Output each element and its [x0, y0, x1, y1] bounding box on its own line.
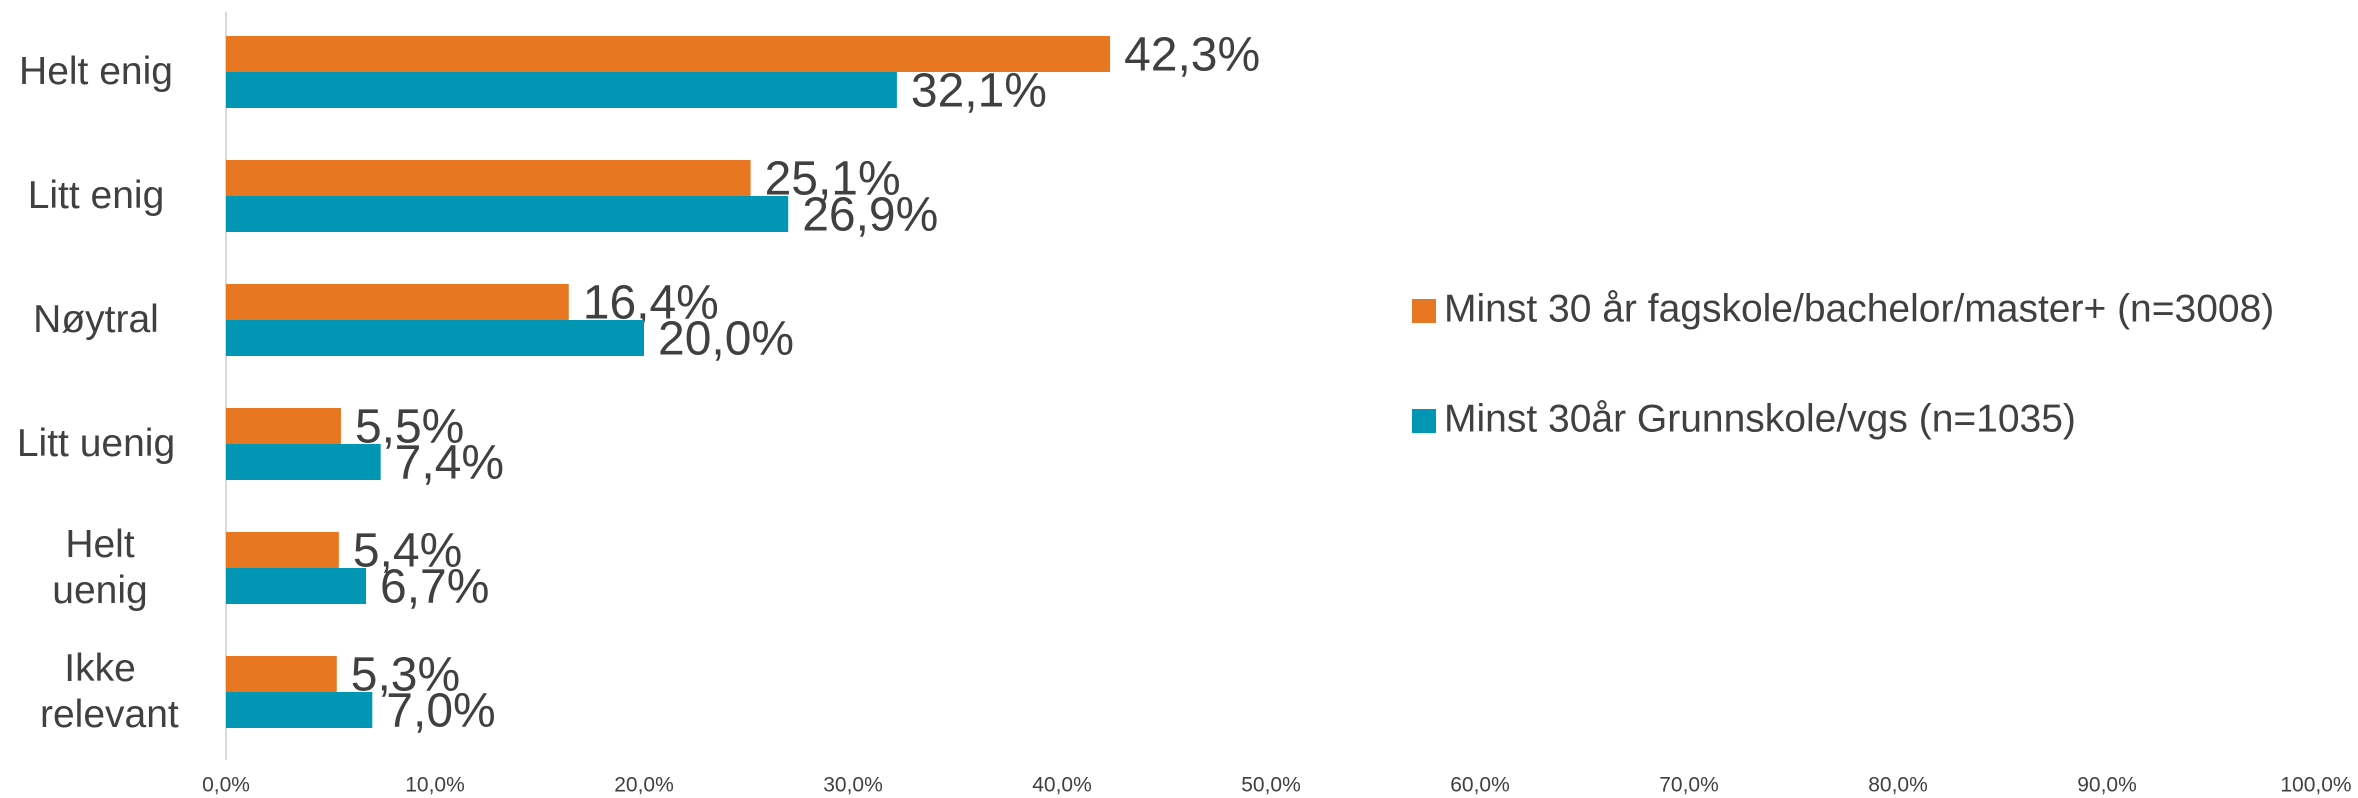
data-label: 5,4%	[353, 525, 462, 578]
bar	[226, 320, 644, 356]
data-label: 20,0%	[658, 313, 794, 366]
data-label: 7,0%	[386, 685, 495, 738]
x-tick-label: 50,0%	[1241, 774, 1301, 797]
data-label: 26,9%	[802, 189, 938, 242]
data-label: 7,4%	[395, 437, 504, 490]
bar	[226, 408, 341, 444]
x-tick-label: 30,0%	[823, 774, 883, 797]
legend-swatch	[1412, 299, 1436, 323]
legend-label: Minst 30år Grunnskole/vgs (n=1035)	[1444, 397, 2076, 440]
x-tick-label: 40,0%	[1032, 774, 1092, 797]
bar	[226, 444, 381, 480]
bar	[226, 72, 897, 108]
bar	[226, 656, 337, 692]
x-tick-label: 0,0%	[202, 774, 250, 797]
x-tick-label: 80,0%	[1868, 774, 1928, 797]
data-label: 32,1%	[911, 65, 1047, 118]
data-label: 6,7%	[380, 561, 489, 614]
category-label: Ikke relevant	[40, 647, 179, 736]
x-tick-label: 10,0%	[405, 774, 465, 797]
category-label: Litt uenig	[16, 422, 176, 465]
bar	[226, 196, 789, 232]
category-label: Helt enig	[19, 50, 173, 93]
bar	[226, 692, 373, 728]
x-tick-label: 90,0%	[2077, 774, 2137, 797]
x-tick-label: 20,0%	[614, 774, 674, 797]
bar	[226, 36, 1111, 72]
data-label: 42,3%	[1124, 29, 1260, 82]
bar	[226, 568, 367, 604]
x-tick-label: 70,0%	[1659, 774, 1719, 797]
bar	[226, 284, 569, 320]
legend-label: Minst 30 år fagskole/bachelor/master+ (n…	[1444, 287, 2274, 330]
legend-swatch	[1412, 409, 1436, 433]
bar	[226, 532, 339, 568]
category-label: Nøytral	[33, 298, 159, 341]
bar	[226, 160, 751, 196]
x-tick-label: 60,0%	[1450, 774, 1510, 797]
category-label: Helt uenig	[52, 523, 148, 612]
category-label: Litt enig	[27, 174, 165, 217]
x-tick-label: 100,0%	[2280, 774, 2351, 797]
